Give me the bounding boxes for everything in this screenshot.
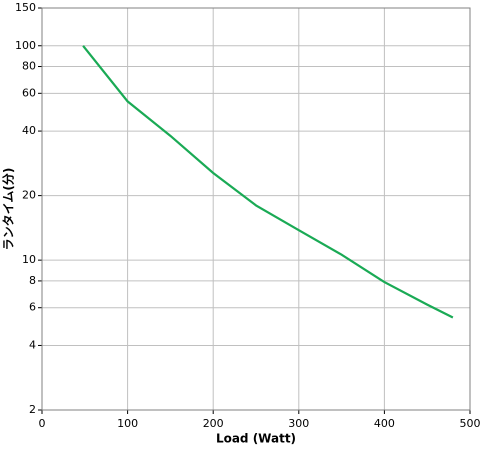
y-tick-label: 6 bbox=[29, 301, 36, 314]
y-axis-title: ランタイム(分) bbox=[1, 168, 16, 251]
y-tick-label: 80 bbox=[22, 60, 36, 73]
data-line bbox=[82, 45, 454, 319]
x-tick-label: 100 bbox=[117, 417, 138, 430]
plot-area bbox=[42, 8, 470, 410]
y-tick-label: 150 bbox=[15, 1, 36, 14]
x-tick-label: 500 bbox=[460, 417, 480, 430]
plot-frame bbox=[41, 7, 471, 411]
x-tick-label: 400 bbox=[374, 417, 395, 430]
y-tick-label: 100 bbox=[15, 39, 36, 52]
y-tick-label: 20 bbox=[22, 189, 36, 202]
y-tick-label: 4 bbox=[29, 338, 36, 351]
y-tick-label: 2 bbox=[29, 403, 36, 416]
x-axis-title: Load (Watt) bbox=[216, 432, 296, 446]
x-tick-label: 0 bbox=[39, 417, 46, 430]
y-tick-label: 10 bbox=[22, 253, 36, 266]
y-tick-label: 60 bbox=[22, 86, 36, 99]
y-tick-label: 8 bbox=[29, 274, 36, 287]
x-tick-label: 200 bbox=[203, 417, 224, 430]
y-tick-label: 40 bbox=[22, 124, 36, 137]
x-tick-label: 300 bbox=[288, 417, 309, 430]
